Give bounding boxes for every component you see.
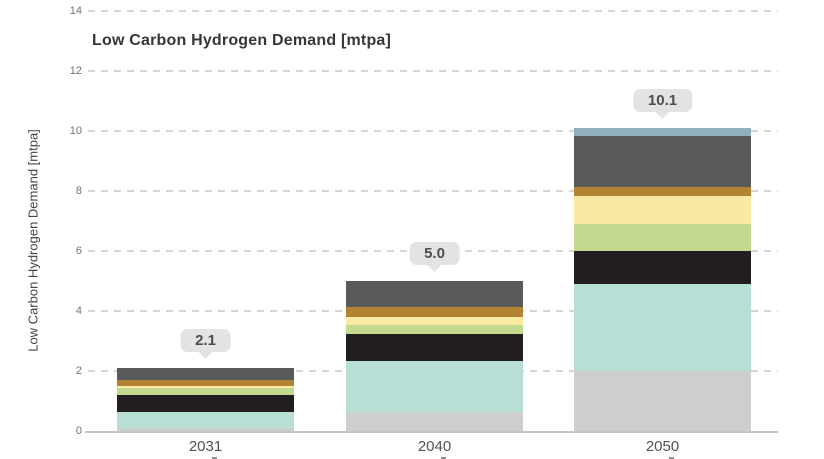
x-cutoff-mark <box>211 457 217 459</box>
x-cutoff-mark <box>668 457 674 459</box>
bar-2050-segment-light-green <box>574 224 751 251</box>
bar-2050-segment-pale-yellow <box>574 195 751 224</box>
bar-2040-segment-pale-yellow <box>346 317 523 325</box>
bar-2031-segment-ochre <box>117 380 294 386</box>
bar-2031-segment-pale-yellow <box>117 386 294 388</box>
y-tick-label: 14 <box>69 5 82 17</box>
bar-2031-segment-dark-gray <box>117 368 294 380</box>
x-cutoff-mark <box>440 457 446 459</box>
gridline-y-10 <box>88 130 778 132</box>
gridline-y-8 <box>88 190 778 192</box>
value-callout-2031: 2.1 <box>180 329 231 359</box>
y-tick-label: 4 <box>75 305 82 317</box>
bar-2040-segment-black <box>346 333 523 361</box>
bar-2050-segment-blue-gray <box>574 128 751 136</box>
x-axis-label-2040: 2040 <box>417 438 452 455</box>
callout-pointer <box>197 351 214 359</box>
gridline-y-12 <box>88 70 778 72</box>
x-axis-label-2031: 2031 <box>188 438 223 455</box>
y-tick-label: 12 <box>69 65 82 77</box>
y-tick-label: 10 <box>69 125 82 137</box>
x-axis-label-2050: 2050 <box>645 438 680 455</box>
y-tick-label: 0 <box>75 425 82 437</box>
bar-2050-segment-ochre <box>574 186 751 196</box>
bar-2050-segment-mint <box>574 284 751 371</box>
gridline-y-14 <box>88 10 778 12</box>
bar-2040-segment-dark-gray <box>346 281 523 307</box>
y-tick-label: 8 <box>75 185 82 197</box>
y-tick-label: 2 <box>75 365 82 377</box>
bar-2040-segment-light-green <box>346 324 523 334</box>
value-callout-2040: 5.0 <box>409 242 460 272</box>
bar-2031-segment-light-green <box>117 387 294 395</box>
bar-2050-segment-light-gray <box>574 371 751 431</box>
chart-title: Low Carbon Hydrogen Demand [mtpa] <box>92 32 392 49</box>
x-axis-baseline <box>85 431 778 433</box>
callout-pointer <box>426 264 443 272</box>
bar-2040-segment-ochre <box>346 306 523 317</box>
bar-2050-segment-dark-gray <box>574 135 751 187</box>
bar-2031-segment-mint <box>117 411 294 428</box>
value-callout-2050: 10.1 <box>632 89 693 119</box>
bar-2031-segment-black <box>117 395 294 412</box>
bar-2040-segment-light-gray <box>346 411 523 431</box>
bar-2040-segment-mint <box>346 360 523 412</box>
bar-2031-segment-light-gray <box>117 428 294 431</box>
callout-pointer <box>654 111 671 119</box>
bar-2050-segment-black <box>574 251 751 284</box>
y-tick-label: 6 <box>75 245 82 257</box>
